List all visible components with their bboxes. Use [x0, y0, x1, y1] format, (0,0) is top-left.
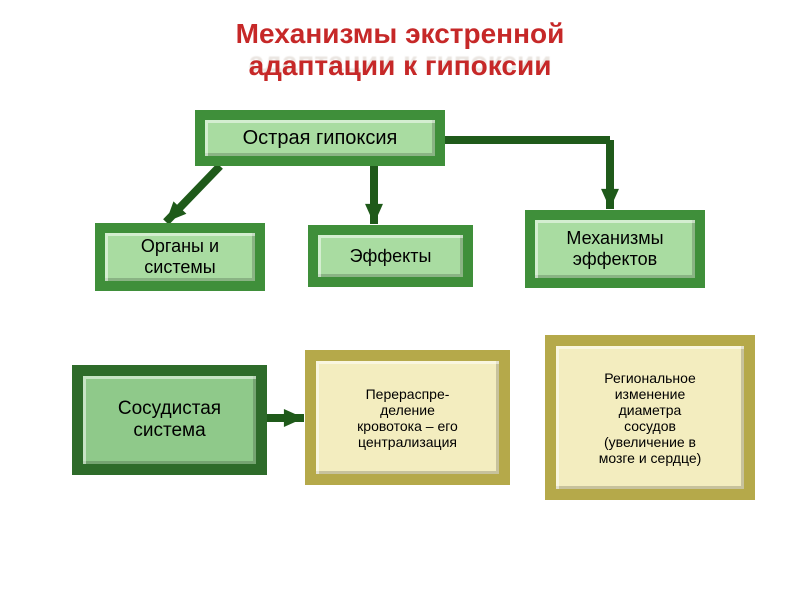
- node-label-line: изменение: [615, 386, 686, 402]
- node-label-line: эффектов: [573, 249, 658, 270]
- page-title: Механизмы экстренной адаптации к гипокси…: [0, 18, 800, 82]
- node-label-line: Перераспре-: [366, 386, 450, 402]
- node-label-line: системы: [144, 257, 215, 278]
- node-mech: Механизмыэффектов: [525, 210, 705, 288]
- node-label-line: (увеличение в: [604, 434, 696, 450]
- node-organs: Органы исистемы: [95, 223, 265, 291]
- node-label-line: система: [133, 420, 205, 442]
- arrows-layer: [0, 0, 800, 600]
- node-label-line: кровотока – его: [357, 418, 458, 434]
- node-label-line: Региональное: [604, 370, 696, 386]
- node-label-line: централизация: [358, 434, 457, 450]
- node-label-line: мозге и сердце): [599, 450, 702, 466]
- node-effects: Эффекты: [308, 225, 473, 287]
- node-label-line: сосудов: [624, 418, 676, 434]
- node-label-line: Механизмы: [566, 228, 663, 249]
- node-label-line: деление: [380, 402, 435, 418]
- page-title-wrap: адаптации к гипоксии Механизмы экстренно…: [0, 0, 800, 82]
- node-label-line: диаметра: [619, 402, 682, 418]
- title-line1: Механизмы экстренной: [236, 18, 565, 49]
- node-vascular: Сосудистаясистема: [72, 365, 267, 475]
- node-label-line: Острая гипоксия: [243, 127, 398, 150]
- node-root: Острая гипоксия: [195, 110, 445, 166]
- node-label-line: Сосудистая: [118, 398, 221, 420]
- node-regional: Региональноеизменениедиаметрасосудов(уве…: [545, 335, 755, 500]
- node-label-line: Органы и: [141, 236, 219, 257]
- node-label-line: Эффекты: [350, 246, 432, 267]
- node-redistribute: Перераспре-делениекровотока – егоцентрал…: [305, 350, 510, 485]
- title-line2: адаптации к гипоксии: [249, 50, 552, 81]
